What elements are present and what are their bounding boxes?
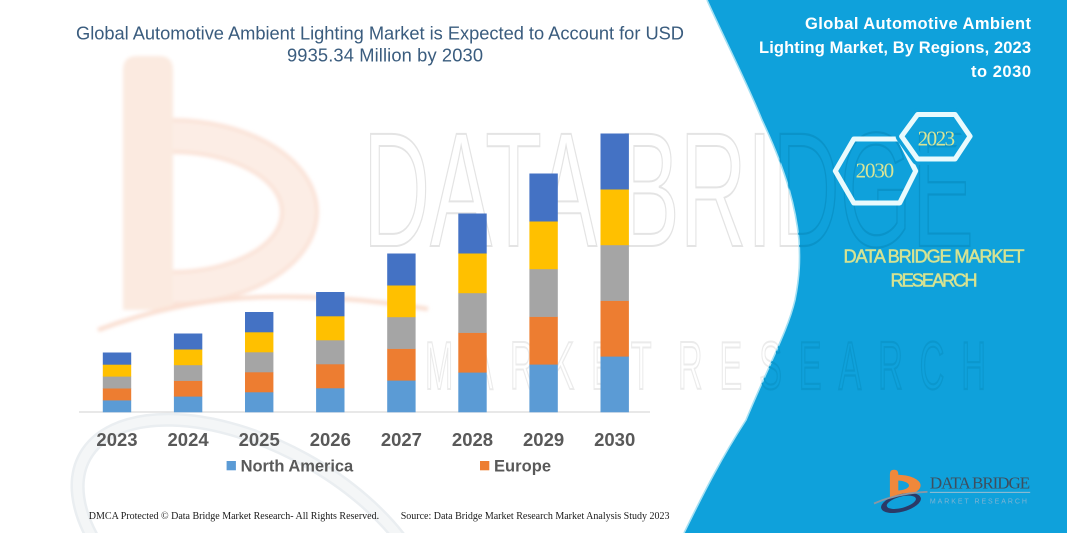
svg-text:9935.34 Million by 2030: 9935.34 Million by 2030 xyxy=(287,45,483,66)
svg-text:2024: 2024 xyxy=(168,429,210,450)
svg-text:DMCA Protected © Data Bridge M: DMCA Protected © Data Bridge Market Rese… xyxy=(89,511,379,522)
svg-text:Global Automotive Ambient Ligh: Global Automotive Ambient Lighting Marke… xyxy=(76,23,684,44)
svg-text:North America: North America xyxy=(241,458,354,476)
svg-text:Europe: Europe xyxy=(494,458,551,476)
svg-text:RESEARCH: RESEARCH xyxy=(891,271,978,291)
svg-text:2029: 2029 xyxy=(523,429,564,450)
svg-text:2028: 2028 xyxy=(452,429,493,450)
svg-text:2030: 2030 xyxy=(856,159,895,183)
svg-text:2027: 2027 xyxy=(381,429,422,450)
svg-text:Lighting Market, By Regions, 2: Lighting Market, By Regions, 2023 xyxy=(759,39,1031,57)
svg-text:2023: 2023 xyxy=(96,429,137,450)
svg-text:2030: 2030 xyxy=(594,429,635,450)
svg-text:to 2030: to 2030 xyxy=(971,63,1031,81)
svg-text:2025: 2025 xyxy=(239,429,280,450)
svg-text:2026: 2026 xyxy=(310,429,351,450)
svg-text:Source: Data Bridge Market Res: Source: Data Bridge Market Research Mark… xyxy=(401,511,670,522)
svg-text:2023: 2023 xyxy=(918,127,956,151)
svg-text:DATA BRIDGE MARKET: DATA BRIDGE MARKET xyxy=(844,247,1025,267)
svg-text:Global Automotive Ambient: Global Automotive Ambient xyxy=(805,15,1032,33)
svg-text:MARKET RESEARCH: MARKET RESEARCH xyxy=(930,498,1027,505)
svg-text:DATA BRIDGE: DATA BRIDGE xyxy=(930,474,1030,493)
